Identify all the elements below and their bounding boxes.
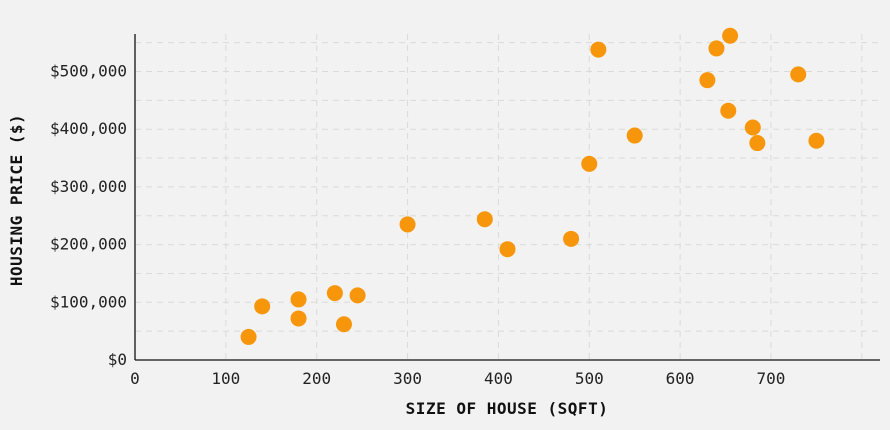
y-tick-label: $200,000: [50, 235, 127, 254]
data-point: [349, 287, 366, 304]
data-point: [335, 316, 352, 333]
x-tick-label: 200: [302, 369, 331, 388]
x-tick-label: 300: [393, 369, 422, 388]
x-tick-label: 700: [757, 369, 786, 388]
data-point: [590, 41, 607, 58]
y-tick-label: $500,000: [50, 62, 127, 81]
data-points: [240, 27, 825, 345]
data-point: [699, 72, 716, 89]
data-point: [290, 310, 307, 327]
y-tick-label: $100,000: [50, 292, 127, 311]
y-tick-label: $0: [108, 350, 127, 369]
y-axis-title: HOUSING PRICE ($): [7, 114, 26, 286]
x-tick-label: 100: [211, 369, 240, 388]
data-point: [254, 298, 271, 315]
x-axis-ticks: 0 100 200 300 400 500 600 700: [130, 369, 785, 388]
x-tick-label: 500: [575, 369, 604, 388]
data-point: [720, 102, 737, 119]
data-point: [581, 155, 598, 172]
x-tick-label: 600: [666, 369, 695, 388]
data-point: [722, 27, 739, 44]
data-point: [563, 230, 580, 247]
x-tick-label: 0: [130, 369, 140, 388]
data-point: [744, 119, 761, 136]
data-point: [808, 132, 825, 149]
y-tick-label: $300,000: [50, 177, 127, 196]
data-point: [749, 135, 766, 152]
x-axis-title: SIZE OF HOUSE (SQFT): [406, 399, 609, 418]
data-point: [499, 241, 516, 258]
data-point: [708, 40, 725, 57]
data-point: [290, 291, 307, 308]
x-tick-label: 400: [484, 369, 513, 388]
data-point: [476, 211, 493, 228]
y-axis-ticks: $0 $100,000 $200,000 $300,000 $400,000 $500,0…: [50, 62, 127, 369]
y-tick-label: $400,000: [50, 119, 127, 138]
data-point: [626, 127, 643, 144]
data-point: [240, 328, 257, 345]
data-point: [790, 66, 807, 83]
data-point: [399, 216, 416, 233]
grid: [135, 34, 880, 360]
data-point: [326, 285, 343, 302]
